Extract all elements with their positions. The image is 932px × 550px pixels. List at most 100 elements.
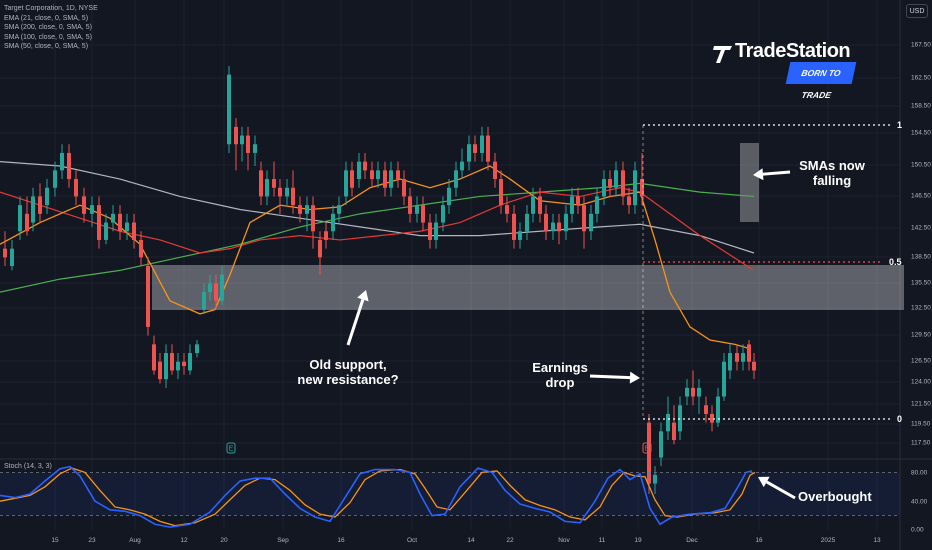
legend-ema21[interactable]: EMA (21, close, 0, SMA, 5) bbox=[4, 14, 89, 22]
candle-body bbox=[499, 179, 503, 206]
fib-label-0: 0 bbox=[897, 414, 903, 424]
candle-body bbox=[278, 187, 282, 197]
candle bbox=[441, 196, 445, 232]
currency-button[interactable]: USD bbox=[906, 4, 928, 18]
candle bbox=[480, 126, 484, 162]
sma200-line bbox=[0, 161, 755, 254]
candle-body bbox=[318, 239, 322, 258]
stoch-tick: 40.00 bbox=[911, 498, 928, 506]
time-tick: 20 bbox=[220, 537, 228, 544]
candle-body bbox=[38, 196, 42, 214]
candle-body bbox=[595, 196, 599, 214]
candle-body bbox=[460, 161, 464, 171]
candle bbox=[298, 196, 302, 223]
arrow-overbought bbox=[758, 476, 796, 500]
candle-body bbox=[396, 170, 400, 180]
price-tick: 135.50 bbox=[911, 279, 931, 287]
candle-body bbox=[182, 361, 186, 367]
candle bbox=[752, 353, 756, 380]
candle bbox=[272, 161, 276, 197]
candle bbox=[512, 205, 516, 249]
annotation-arrows bbox=[346, 168, 796, 500]
arrow-resistance-shaft bbox=[346, 299, 365, 346]
candle bbox=[408, 187, 412, 223]
candle-body bbox=[158, 361, 162, 380]
candle-body bbox=[370, 170, 374, 180]
candle bbox=[467, 135, 471, 171]
candle bbox=[691, 370, 695, 406]
candle bbox=[104, 213, 108, 245]
candle-body bbox=[265, 179, 269, 197]
arrow-earnings bbox=[589, 371, 640, 384]
candle bbox=[246, 126, 250, 171]
candle-body bbox=[337, 205, 341, 214]
price-tick: 146.50 bbox=[911, 192, 931, 200]
candle-body bbox=[227, 74, 231, 145]
time-tick: 11 bbox=[598, 537, 606, 544]
price-tick: 126.50 bbox=[911, 357, 931, 365]
candle-body bbox=[90, 205, 94, 214]
candle-body bbox=[441, 205, 445, 223]
candle bbox=[531, 187, 535, 223]
candle-body bbox=[272, 179, 276, 188]
candle-body bbox=[752, 361, 756, 371]
candle bbox=[278, 179, 282, 214]
candle-body bbox=[350, 170, 354, 188]
candle-body bbox=[74, 179, 78, 197]
candle-body bbox=[493, 161, 497, 180]
candle-body bbox=[208, 283, 212, 293]
candle bbox=[659, 422, 663, 467]
time-tick: Dec bbox=[686, 537, 698, 544]
candle bbox=[331, 205, 335, 240]
candle bbox=[60, 144, 64, 180]
candle bbox=[741, 344, 745, 371]
candle bbox=[164, 344, 168, 388]
candle bbox=[82, 187, 86, 223]
candle-body bbox=[640, 179, 644, 197]
candle-body bbox=[557, 222, 561, 232]
price-tick: 138.50 bbox=[911, 253, 931, 261]
candle-body bbox=[10, 248, 14, 267]
stoch-legend[interactable]: Stoch (14, 3, 3) bbox=[4, 463, 52, 470]
candle bbox=[139, 231, 143, 267]
candle-body bbox=[402, 179, 406, 197]
candle-body bbox=[111, 213, 115, 223]
candle-body bbox=[146, 266, 150, 327]
symbol-title[interactable]: Target Corporation, 1D, NYSE bbox=[4, 5, 98, 12]
arrow-overbought-head bbox=[758, 476, 770, 488]
candle bbox=[324, 222, 328, 249]
legend-sma100[interactable]: SMA (100, close, 0, SMA, 5) bbox=[4, 33, 92, 41]
candle-body bbox=[728, 353, 732, 371]
candle-body bbox=[60, 152, 64, 171]
stoch-tick: 80.00 bbox=[911, 469, 928, 477]
candle bbox=[318, 231, 322, 275]
candle-body bbox=[576, 196, 580, 206]
candle bbox=[240, 126, 244, 162]
candle bbox=[570, 187, 574, 223]
candle bbox=[518, 222, 522, 249]
candle-body bbox=[195, 344, 199, 354]
candle-body bbox=[627, 196, 631, 206]
candle bbox=[716, 387, 720, 427]
candle bbox=[305, 196, 309, 232]
stoch-k-line bbox=[0, 465, 753, 528]
legend-sma200[interactable]: SMA (200, close, 0, SMA, 5) bbox=[4, 24, 92, 32]
candle bbox=[383, 161, 387, 197]
candle bbox=[176, 353, 180, 380]
price-tick: 167.50 bbox=[911, 41, 931, 49]
fib-retracement bbox=[642, 124, 892, 420]
legend-sma50[interactable]: SMA (50, close, 0, SMA, 5) bbox=[4, 43, 89, 51]
candle-body bbox=[666, 413, 670, 432]
candle bbox=[486, 126, 490, 171]
candle-body bbox=[608, 179, 612, 188]
arrow-earnings-head bbox=[629, 371, 640, 384]
arrow-overbought-shaft bbox=[765, 480, 796, 500]
candle-body bbox=[467, 144, 471, 162]
candle-body bbox=[97, 205, 101, 240]
stoch-band bbox=[0, 472, 900, 516]
candle bbox=[473, 135, 477, 162]
stoch-tick: 0.00 bbox=[911, 526, 924, 534]
candle-body bbox=[415, 205, 419, 214]
candle bbox=[74, 170, 78, 206]
